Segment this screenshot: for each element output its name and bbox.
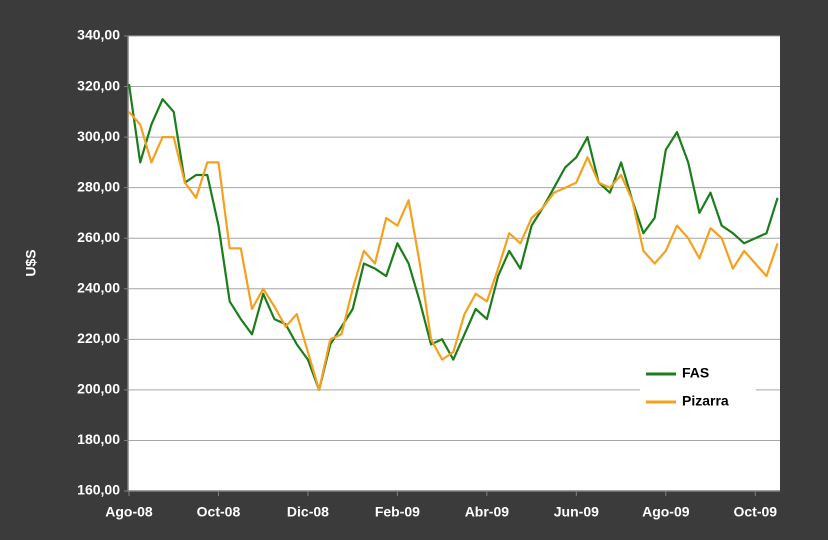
y-tick-label: 200,00 [77, 381, 120, 397]
x-tick-label: Abr-09 [465, 504, 510, 520]
y-tick-label: 160,00 [77, 482, 120, 498]
y-tick-label: 280,00 [77, 178, 120, 194]
y-tick-label: 180,00 [77, 431, 120, 447]
x-tick-label: Jun-09 [554, 504, 599, 520]
series-line [127, 83, 779, 391]
y-tick-label: 340,00 [77, 27, 120, 43]
y-tick-label: 260,00 [77, 229, 120, 245]
plot-area [128, 36, 780, 491]
y-tick-label: 320,00 [77, 77, 120, 93]
x-tick-label: Oct-08 [197, 504, 241, 520]
x-tick-label: Oct-09 [733, 504, 777, 520]
x-tick-label: Dic-08 [287, 504, 329, 520]
legend-label: Pizarra [682, 393, 729, 409]
legend-box [640, 358, 756, 422]
x-tick-label: Feb-09 [375, 504, 420, 520]
x-tick-label: Ago-08 [105, 504, 153, 520]
legend: FAS Pizarra [640, 358, 756, 422]
series-line [128, 111, 779, 391]
x-tick-label: Ago-09 [642, 504, 690, 520]
y-tick-label: 300,00 [77, 128, 120, 144]
y-tick-label: 220,00 [77, 330, 120, 346]
legend-label: FAS [682, 365, 709, 381]
y-axis-label: U$S [23, 249, 39, 276]
y-tick-label: 240,00 [77, 279, 120, 295]
